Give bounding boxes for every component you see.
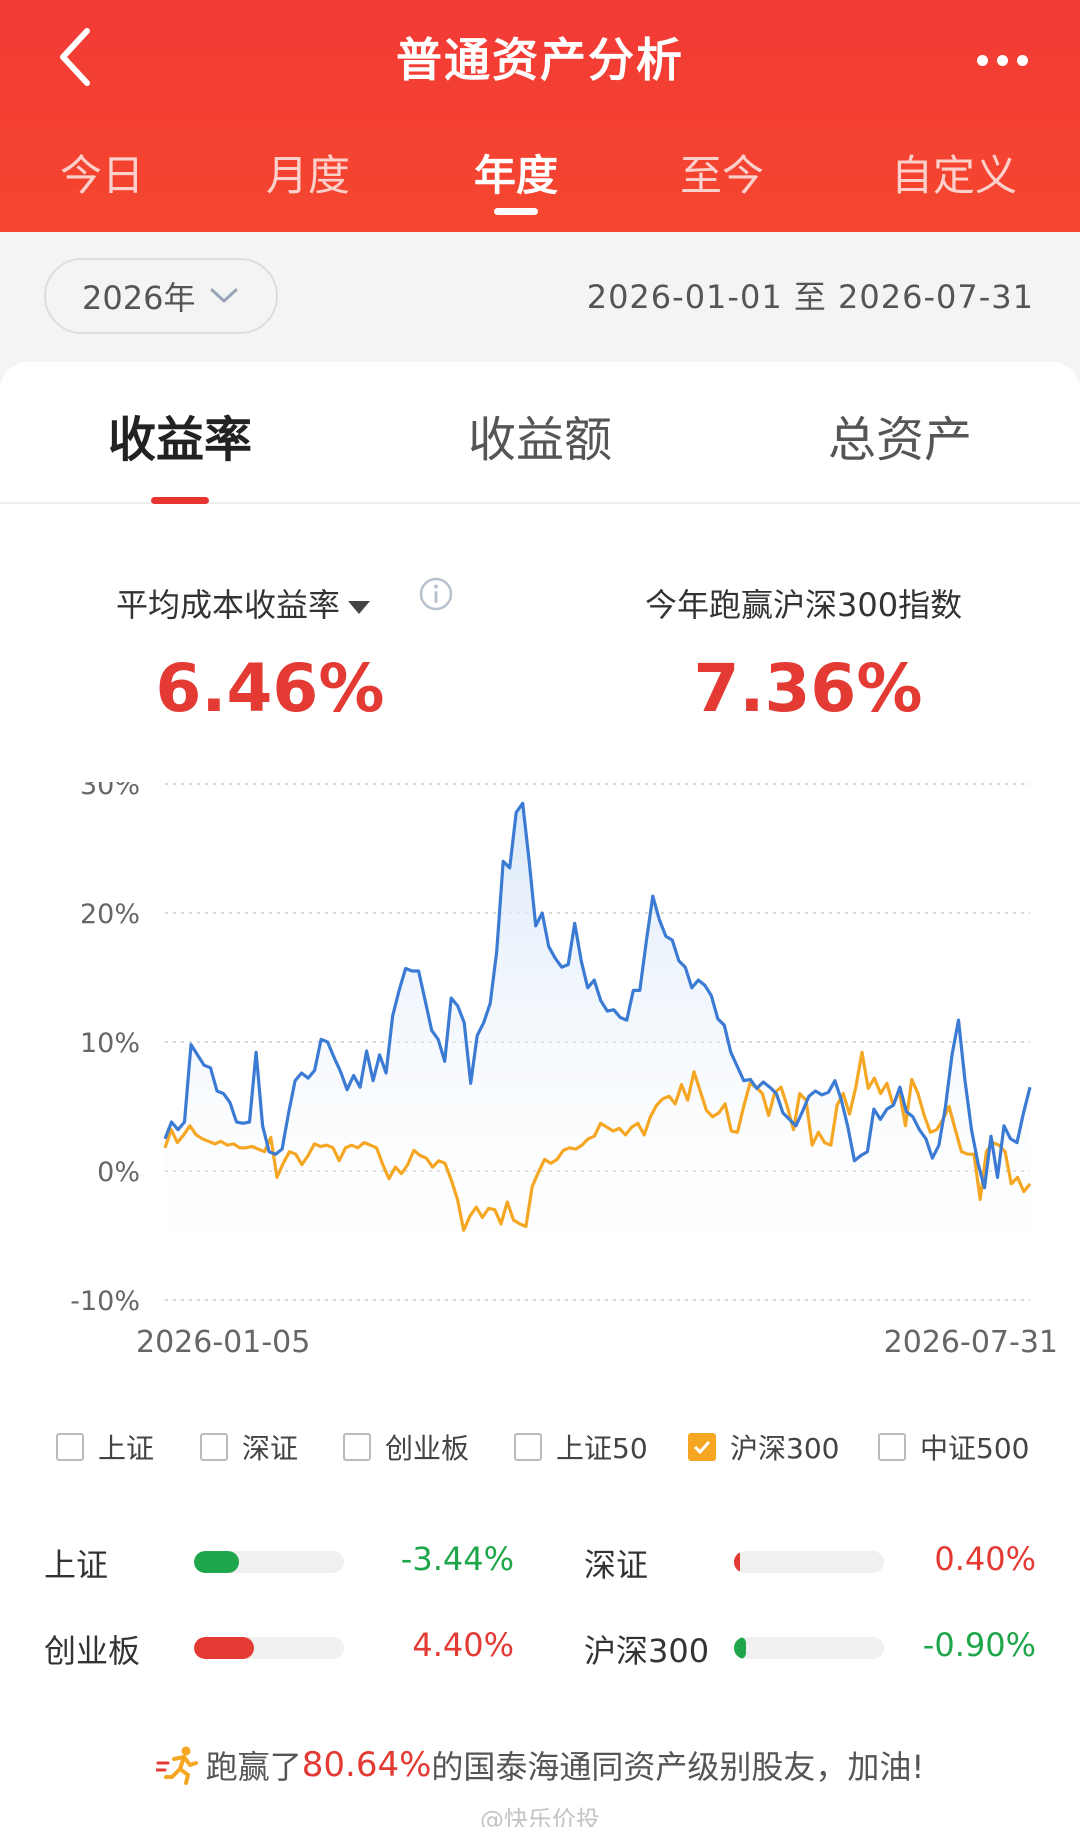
stat-bar (194, 1637, 344, 1659)
checkbox-checked-icon (688, 1433, 716, 1461)
caret-down-icon (348, 601, 371, 614)
beat-index-label: 今年跑赢沪深300指数 (645, 586, 963, 624)
checkbox-icon (514, 1433, 542, 1461)
runner-icon (155, 1746, 198, 1785)
stat-sz: 深证 0.40% (584, 1540, 1036, 1584)
period-tabs: 今日 月度 年度 至今 自定义 (0, 142, 1080, 222)
y-tick-label: 10% (80, 1028, 140, 1059)
y-tick-label: -10% (70, 1286, 140, 1317)
x-start-label: 2026-01-05 (136, 1325, 310, 1360)
index-legend: 上证 深证 创业板 上证50 沪深300 中证500 (0, 1419, 1080, 1479)
year-select-value: 2026年 (82, 279, 196, 317)
y-tick-label: 20% (80, 899, 140, 930)
watermark: @快乐价投 (480, 1806, 600, 1827)
more-dots-icon (976, 54, 988, 66)
legend-hs300[interactable]: 沪深300 (688, 1427, 839, 1467)
portfolio-area (165, 803, 1030, 1300)
back-arrow-icon (60, 28, 90, 86)
stat-bar (734, 1551, 884, 1573)
tab-month[interactable]: 月度 (265, 151, 351, 200)
legend-sz[interactable]: 深证 (200, 1427, 298, 1467)
y-tick-label: 0% (97, 1157, 140, 1188)
return-method-select[interactable]: 平均成本收益率 (116, 580, 372, 626)
date-range: 2026-01-01 至 2026-07-31 (586, 278, 1034, 316)
checkbox-icon (878, 1433, 906, 1461)
legend-cyb[interactable]: 创业板 (343, 1427, 469, 1467)
ranking-footer: 跑赢了 80.64% 的国泰海通同资产级别股友，加油! (0, 1742, 1080, 1788)
metric-tab-indicator (151, 497, 209, 504)
beat-percent: 80.64% (301, 1745, 432, 1785)
return-method-label: 平均成本收益率 (116, 586, 341, 624)
stat-hs300: 沪深300 -0.90% (584, 1626, 1036, 1670)
analysis-card: 收益率 收益额 总资产 平均成本收益率 今年跑赢沪深300指数 6.46% 7.… (0, 362, 1080, 1827)
chevron-down-icon (210, 288, 238, 303)
tab-custom[interactable]: 自定义 (890, 151, 1018, 200)
return-line-chart: 30% 20% 10% 0% -10% 2026-01-05 2026-07-31 (70, 782, 1058, 1360)
more-button[interactable] (962, 30, 1042, 90)
hs300-line (163, 1050, 1032, 1232)
beat-index-value: 7.36% (693, 650, 923, 727)
metric-tabs: 收益率 收益额 总资产 (0, 362, 1080, 504)
app-header: 普通资产分析 今日 月度 年度 至今 自定义 (0, 0, 1080, 232)
checkbox-icon (56, 1433, 84, 1461)
legend-zz500[interactable]: 中证500 (878, 1427, 1029, 1467)
info-icon[interactable] (418, 576, 454, 612)
tab-total-assets[interactable]: 总资产 (827, 412, 973, 468)
page-title: 普通资产分析 (396, 33, 684, 87)
tab-to-date[interactable]: 至今 (679, 151, 765, 200)
back-button[interactable] (40, 22, 110, 92)
x-end-label: 2026-07-31 (884, 1325, 1058, 1360)
tab-year[interactable]: 年度 (474, 142, 558, 215)
stat-sh: 上证 -3.44% (44, 1540, 514, 1584)
checkbox-icon (200, 1433, 228, 1461)
legend-sh[interactable]: 上证 (56, 1427, 154, 1467)
year-select[interactable]: 2026年 (44, 258, 278, 334)
checkbox-icon (343, 1433, 371, 1461)
period-row: 2026年 2026-01-01 至 2026-07-31 (0, 232, 1080, 362)
tab-active-indicator (493, 208, 538, 215)
tab-return-amount[interactable]: 收益额 (467, 412, 613, 468)
stat-cyb: 创业板 4.40% (44, 1626, 514, 1670)
portfolio-line (163, 801, 1032, 1190)
stat-bar (734, 1637, 884, 1659)
tab-return-rate[interactable]: 收益率 (107, 412, 253, 468)
y-tick-label: 30% (80, 782, 140, 801)
avg-cost-return-value: 6.46% (155, 650, 385, 727)
stat-bar (194, 1551, 344, 1573)
legend-sh50[interactable]: 上证50 (514, 1427, 648, 1467)
tab-today[interactable]: 今日 (59, 151, 145, 200)
